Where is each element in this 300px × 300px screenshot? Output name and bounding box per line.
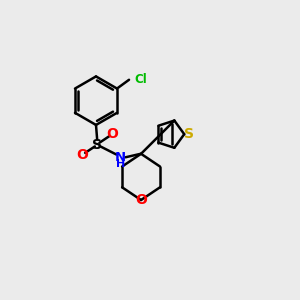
Text: Cl: Cl: [134, 73, 147, 86]
Text: S: S: [92, 138, 102, 152]
Text: N: N: [115, 151, 126, 164]
Text: S: S: [184, 127, 194, 141]
Text: O: O: [76, 148, 88, 162]
Text: H: H: [116, 159, 125, 169]
Text: O: O: [106, 127, 118, 141]
Text: O: O: [135, 193, 147, 207]
